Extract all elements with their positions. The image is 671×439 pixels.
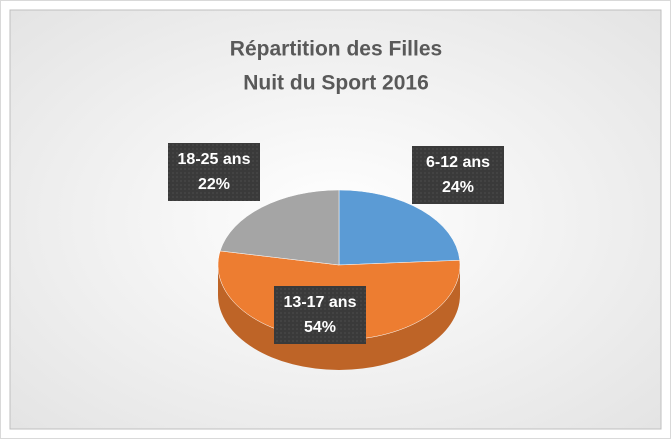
data-label-box [412,146,504,204]
data-label-category: 13-17 ans [284,294,357,311]
data-label-box [274,286,366,344]
data-label: 18-25 ans 22% [168,143,260,201]
data-label-category: 6-12 ans [426,154,490,171]
slice [219,189,340,266]
data-label: 13-17 ans 54% [274,286,366,344]
slice [338,189,461,266]
data-label-value: 24% [442,179,474,196]
data-label-value: 22% [198,176,230,193]
chart-title: Nuit du Sport 2016 [243,72,429,95]
data-label-value: 54% [304,319,336,336]
data-label-category: 18-25 ans [178,151,251,168]
chart-title: Répartition des Filles [230,38,442,61]
data-label: 6-12 ans 24% [412,146,504,204]
data-label-box [168,143,260,201]
